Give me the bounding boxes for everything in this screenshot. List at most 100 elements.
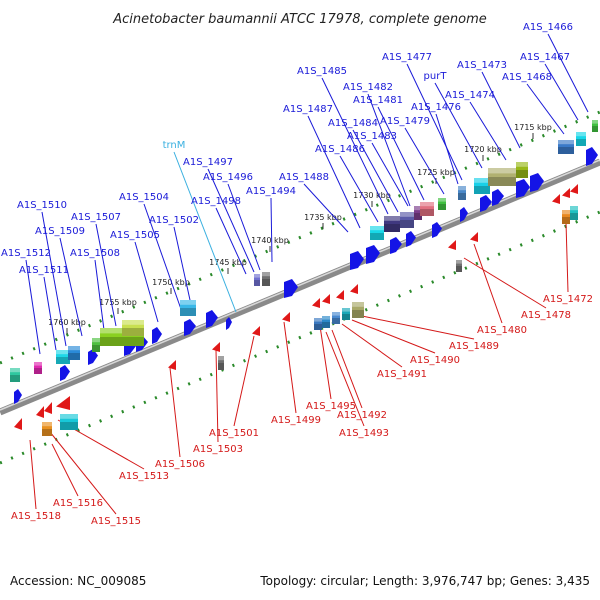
forward-label-line [303, 183, 349, 233]
reverse-gene-box-shade [314, 324, 322, 330]
forward-gene-box-gloss [254, 274, 260, 278]
forward-gene-label: A1S_1494 [246, 186, 296, 197]
reverse-gene-box-gloss [342, 308, 350, 312]
forward-gene-label: A1S_1505 [110, 230, 160, 241]
forward-gene-box [400, 212, 414, 228]
tick-label: 1745 kbp [209, 258, 247, 267]
reverse-label-line [169, 367, 181, 458]
forward-label-line [43, 276, 57, 351]
forward-gene-box [458, 186, 466, 200]
forward-label-line [207, 168, 255, 273]
forward-gene-box [34, 362, 42, 374]
forward-gene-box-gloss [370, 226, 384, 231]
reverse-gene-arrow [168, 360, 176, 370]
forward-gene-box [68, 346, 80, 360]
genome-backbone [0, 158, 600, 416]
forward-label-line [434, 82, 483, 169]
reverse-gene-box [570, 206, 578, 220]
reverse-gene-box [342, 308, 350, 320]
reverse-gene-arrow [56, 396, 70, 410]
forward-label-line [270, 197, 273, 263]
forward-gene-arrow [366, 245, 380, 264]
label-callouts [25, 33, 589, 515]
reverse-gene-box-gloss [456, 260, 462, 264]
forward-gene-box-shade [400, 220, 414, 228]
forward-gene-label: A1S_1474 [445, 90, 495, 101]
forward-gene-label: A1S_1496 [203, 172, 253, 183]
forward-gene-box-shade [488, 177, 516, 186]
forward-gene-box-gloss [122, 320, 144, 325]
reverse-gene-arrow [212, 342, 220, 352]
forward-gene-label: A1S_1468 [502, 72, 552, 83]
reverse-gene-box-fill [314, 318, 322, 330]
forward-gene-box [56, 350, 70, 364]
reverse-label-line [331, 329, 363, 409]
reverse-label-line [233, 335, 255, 427]
forward-gene-box-gloss [262, 272, 270, 277]
reverse-gene-label: A1S_1518 [11, 511, 61, 522]
forward-gene-box-gloss [180, 300, 196, 305]
reverse-gene-box-shade [570, 213, 578, 220]
forward-gene-label: A1S_1479 [380, 116, 430, 127]
forward-gene-box-shade [122, 328, 144, 336]
forward-gene-box-shade [56, 357, 70, 364]
gene-features [10, 120, 598, 436]
forward-gene-box-fill [400, 212, 414, 228]
forward-gene-box-shade [68, 353, 80, 360]
reverse-gene-box-gloss [332, 312, 340, 316]
reverse-label-line [215, 349, 219, 443]
forward-gene-box [516, 162, 528, 178]
forward-gene-arrow [152, 327, 162, 344]
tick-label: 1740 kbp [251, 236, 289, 245]
reverse-gene-label: A1S_1480 [477, 325, 527, 336]
forward-label-line [547, 33, 589, 113]
reverse-gene-box-shade [218, 363, 224, 370]
reverse-gene-box-shade [456, 266, 462, 272]
forward-gene-box-gloss [414, 206, 422, 211]
forward-gene-arrow [390, 237, 402, 254]
reverse-label-line [361, 315, 475, 340]
tick-label: 1735 kbp [304, 213, 342, 222]
forward-label-line [134, 241, 159, 323]
reverse-label-line [51, 443, 79, 497]
forward-gene-box [122, 320, 144, 336]
forward-gene-box [384, 216, 400, 232]
reverse-gene-box-gloss [60, 414, 78, 419]
reverse-gene-label: A1S_1499 [271, 415, 321, 426]
forward-gene-box-gloss [488, 168, 516, 174]
forward-gene-box [414, 206, 422, 220]
forward-gene-arrow [88, 349, 98, 365]
forward-label-line [59, 237, 83, 337]
reverse-gene-box [562, 210, 570, 224]
forward-label-line [544, 63, 579, 121]
forward-gene-box-shade [10, 375, 20, 382]
reverse-gene-label: A1S_1491 [377, 369, 427, 380]
reverse-gene-box-gloss [322, 316, 330, 320]
forward-gene-label: A1S_1482 [343, 82, 393, 93]
forward-gene-box-fill [370, 226, 384, 240]
forward-gene-label: A1S_1466 [523, 22, 573, 33]
reverse-gene-arrow [282, 312, 290, 322]
reverse-gene-box-shade [42, 429, 52, 436]
forward-label-line [435, 113, 459, 185]
reverse-gene-label: A1S_1478 [521, 310, 571, 321]
forward-gene-box-shade [254, 280, 260, 286]
reverse-label-line [319, 325, 332, 400]
forward-gene-arrow [14, 389, 22, 404]
genome-summary-text: Topology: circular; Length: 3,976,747 bp… [260, 574, 590, 588]
reverse-gene-arrow [552, 194, 560, 204]
forward-gene-label: A1S_1487 [283, 104, 333, 115]
forward-label-line [371, 142, 409, 207]
forward-gene-box-gloss [438, 198, 446, 202]
forward-gene-arrow [184, 319, 196, 336]
forward-gene-label: A1S_1512 [1, 248, 51, 259]
forward-gene-box-fill [180, 300, 196, 316]
reverse-gene-box-fill [562, 210, 570, 224]
forward-gene-box-gloss [56, 350, 70, 355]
forward-gene-box-fill [516, 162, 528, 178]
upper-ruler [0, 110, 600, 365]
forward-label-line [94, 259, 105, 331]
reverse-gene-label: A1S_1506 [155, 459, 205, 470]
forward-label-line [404, 127, 445, 195]
